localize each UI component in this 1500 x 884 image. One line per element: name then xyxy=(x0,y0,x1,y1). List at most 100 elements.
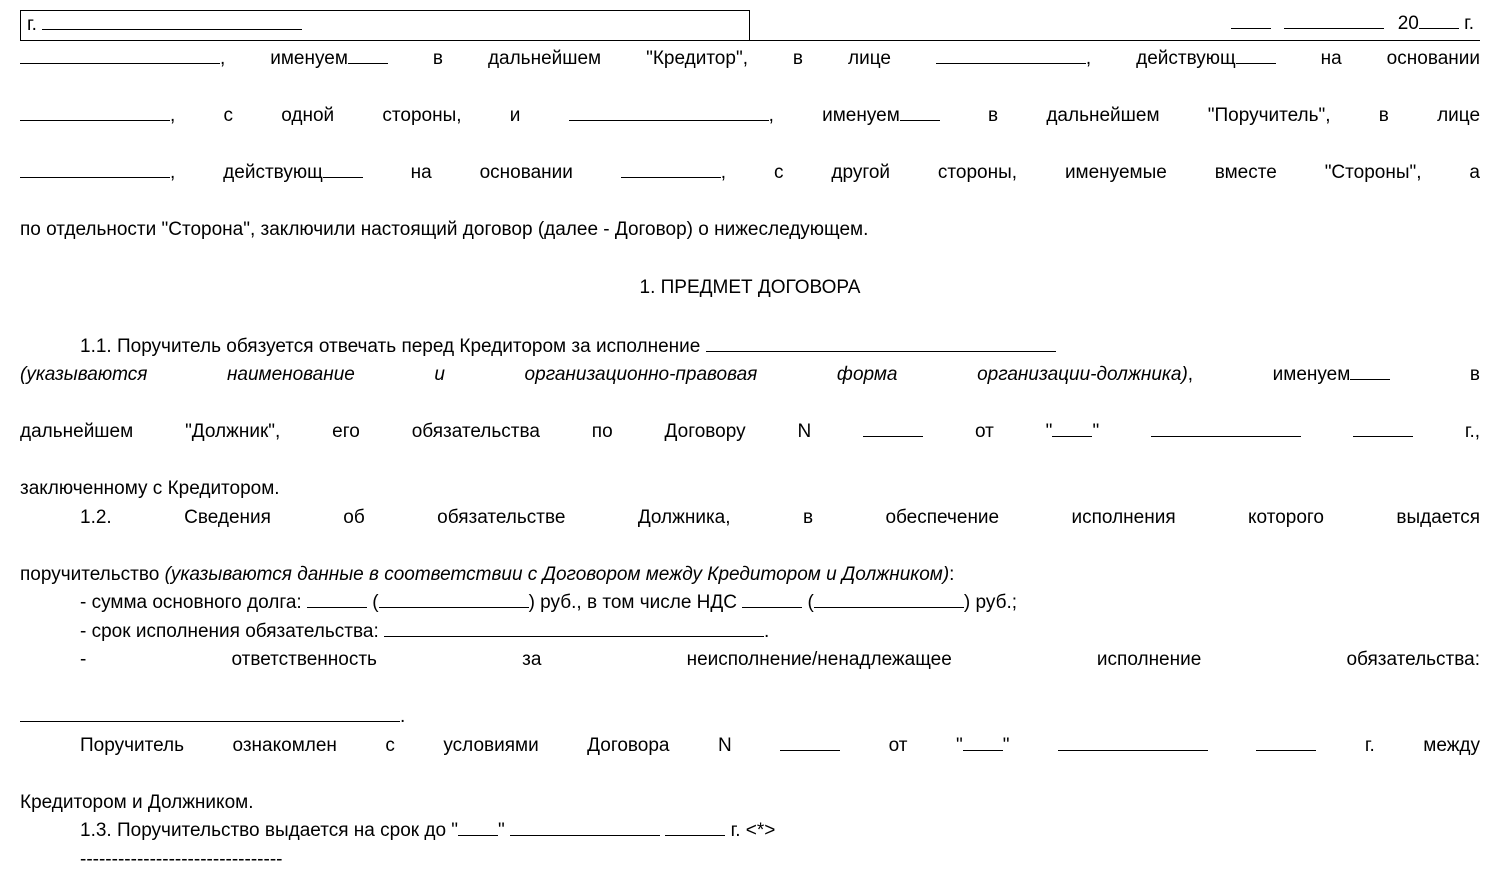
c12-li1d: ( xyxy=(802,592,814,613)
c11-text-e: от " xyxy=(923,421,1052,442)
debtor-name-blank xyxy=(706,351,1056,352)
guarantor-name-blank xyxy=(569,120,769,121)
c12-line2: поручительство (указываются данные в соо… xyxy=(20,561,1480,590)
c12-colon: : xyxy=(949,564,954,585)
year-blank2 xyxy=(1353,436,1413,437)
c12-li1a: - сумма основного долга: xyxy=(80,592,307,613)
blank-suffix2 xyxy=(1236,63,1276,64)
text-p3a: , действующ xyxy=(170,162,323,183)
header-city-cell: г. xyxy=(20,10,750,40)
clause-1-1: 1.1. Поручитель обязуется отвечать перед… xyxy=(20,333,1480,504)
c12-text-b: поручительство xyxy=(20,564,165,585)
c12-p2e: г. между xyxy=(1316,735,1480,756)
c12-hint: (указываются данные в соответствии с Дог… xyxy=(165,564,950,585)
c11-text-i: заключенному с Кредитором. xyxy=(20,478,280,499)
header-row: г. 20 г. xyxy=(20,10,1480,41)
blank-suffix5 xyxy=(1350,379,1390,380)
month-blank xyxy=(1284,28,1384,29)
c12-p2-line2: Кредитором и Должником. xyxy=(20,789,1480,818)
c11-text-d: дальнейшем "Должник", его обязательства … xyxy=(20,421,863,442)
preamble-line4: по отдельности "Сторона", заключили наст… xyxy=(20,216,1480,245)
c13-line1: 1.3. Поручительство выдается на срок до … xyxy=(20,817,1480,846)
c11-line4: заключенному с Кредитором. xyxy=(20,475,1480,504)
clause-1-3: 1.3. Поручительство выдается на срок до … xyxy=(20,817,1480,874)
city-label: г. xyxy=(27,14,37,35)
c11-text-g xyxy=(1301,421,1353,442)
vat-words-blank xyxy=(814,607,964,608)
section-1-title: 1. ПРЕДМЕТ ДОГОВОРА xyxy=(20,274,1480,303)
c11-hint: (указываются наименование и организацион… xyxy=(20,364,1188,385)
preamble-block: , именуем в дальнейшем "Кредитор", в лиц… xyxy=(20,45,1480,245)
text-p1a: , именуем xyxy=(220,48,348,69)
text-p1d: на основании xyxy=(1276,48,1480,69)
c12-p2d xyxy=(1208,735,1256,756)
c12-li2b: . xyxy=(764,621,769,642)
text-p1b: в дальнейшем "Кредитор", в лице xyxy=(388,48,936,69)
c11-text-a: 1.1. Поручитель обязуется отвечать перед… xyxy=(80,336,706,357)
day4-blank xyxy=(458,835,498,836)
c11-line2: (указываются наименование и организацион… xyxy=(20,361,1480,418)
c12-li1e: ) руб.; xyxy=(964,592,1017,613)
city-blank xyxy=(42,29,302,30)
year-prefix: 20 xyxy=(1398,13,1419,34)
c12-p2c: " xyxy=(1003,735,1058,756)
month3-blank xyxy=(1058,750,1208,751)
month-blank2 xyxy=(1151,436,1301,437)
c12-li1c: ) руб., в том числе НДС xyxy=(529,592,743,613)
blank-suffix1 xyxy=(348,63,388,64)
contract-num-blank xyxy=(863,436,923,437)
basis2-blank xyxy=(621,177,721,178)
basis1-blank xyxy=(20,120,170,121)
c12-text-a: 1.2. Сведения об обязательстве Должника,… xyxy=(80,507,1480,528)
c12-p2a: Поручитель ознакомлен с условиями Догово… xyxy=(80,735,780,756)
day3-blank xyxy=(963,750,1003,751)
text-p4: по отдельности "Сторона", заключили наст… xyxy=(20,219,868,240)
text-p3c: , с другой стороны, именуемые вместе "Ст… xyxy=(721,162,1480,183)
sum-blank1 xyxy=(307,607,367,608)
day-blank2 xyxy=(1052,436,1092,437)
blank-suffix3 xyxy=(900,120,940,121)
contractnum2-blank xyxy=(780,750,840,751)
preamble-line2: , с одной стороны, и , именуем в дальней… xyxy=(20,102,1480,159)
liability-blank xyxy=(20,721,400,722)
creditor-rep-blank xyxy=(936,63,1086,64)
c13-a: 1.3. Поручительство выдается на срок до … xyxy=(80,820,458,841)
c12-li1b: ( xyxy=(367,592,379,613)
preamble-line1: , именуем в дальнейшем "Кредитор", в лиц… xyxy=(20,45,1480,102)
sum-words-blank1 xyxy=(379,607,529,608)
c12-p2f: Кредитором и Должником. xyxy=(20,792,253,813)
c11-text-h: г., xyxy=(1413,421,1480,442)
text-p2b: , именуем xyxy=(769,105,900,126)
c11-text-b: , именуем xyxy=(1188,364,1351,385)
c11-line1: 1.1. Поручитель обязуется отвечать перед… xyxy=(20,333,1480,362)
year-suffix: г. xyxy=(1464,13,1474,34)
c11-line3: дальнейшем "Должник", его обязательства … xyxy=(20,418,1480,475)
c13-c xyxy=(660,820,665,841)
c12-li2a: - срок исполнения обязательства: xyxy=(80,621,384,642)
text-p1c: , действующ xyxy=(1086,48,1236,69)
year-blank xyxy=(1419,28,1459,29)
creditor-name-blank xyxy=(20,63,220,64)
day-blank xyxy=(1231,28,1271,29)
c11-text-f: " xyxy=(1092,421,1151,442)
month4-blank xyxy=(510,835,660,836)
c12-li3b: . xyxy=(400,706,405,727)
c13-d: г. <*> xyxy=(725,820,775,841)
c11-text-c: в xyxy=(1390,364,1480,385)
c12-p2b: от " xyxy=(840,735,963,756)
text-p3b: на основании xyxy=(363,162,621,183)
blank-suffix4 xyxy=(323,177,363,178)
guarantor-rep-blank xyxy=(20,177,170,178)
clause-1-2: 1.2. Сведения об обязательстве Должника,… xyxy=(20,504,1480,818)
c12-item3b: . xyxy=(20,703,1480,732)
c12-p2-line1: Поручитель ознакомлен с условиями Догово… xyxy=(20,732,1480,789)
c12-li3a: - ответственность за неисполнение/ненадл… xyxy=(80,649,1480,670)
c12-item1: - сумма основного долга: ( ) руб., в том … xyxy=(20,589,1480,618)
year3-blank xyxy=(1256,750,1316,751)
c12-item2: - срок исполнения обязательства: . xyxy=(20,618,1480,647)
c12-item3: - ответственность за неисполнение/ненадл… xyxy=(20,646,1480,703)
c13-b: " xyxy=(498,820,510,841)
footnote-dashes: -------------------------------- xyxy=(80,846,1480,875)
header-date-cell: 20 г. xyxy=(750,10,1480,40)
term-blank xyxy=(384,636,764,637)
